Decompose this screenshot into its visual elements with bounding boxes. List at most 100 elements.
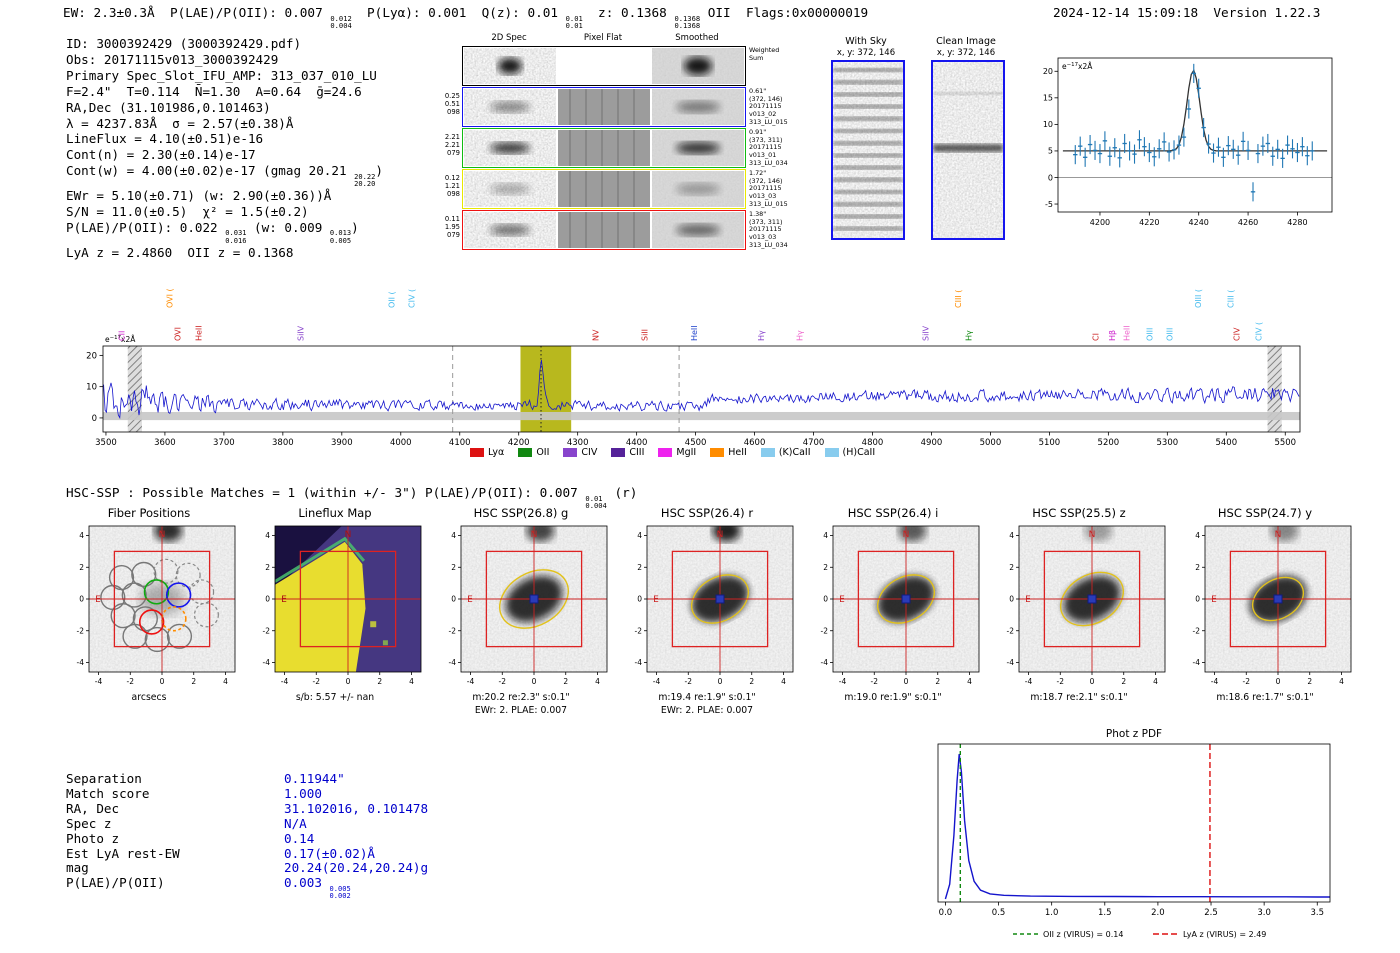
panel-title: Lineflux Map [298, 506, 372, 520]
text-label: 0.0 [939, 908, 953, 918]
fiber-info-line: 0.61" [749, 87, 767, 95]
fiber-info-line: v013_03 [749, 233, 777, 242]
aperture-ellipse [877, 574, 935, 624]
stacked-uncertainty: 0.1368 0.1368 [674, 13, 701, 30]
text-segment: LyA z = 2.4860 OII z = 0.1368 [66, 244, 294, 260]
error-box [1043, 550, 1141, 648]
fiber-info-line: 313_LU_015 [749, 117, 788, 126]
fiber-circle [166, 623, 193, 649]
uncertainty-lo: 0.002 [329, 891, 351, 901]
fiber-info-line: 1.72" [749, 169, 767, 177]
uncertainty-hi: 0.031 [225, 228, 247, 238]
emission-line-label: CI [1091, 333, 1100, 341]
fiber-info-line: Weighted [749, 46, 780, 54]
text-label: 0 [1276, 677, 1281, 686]
cutout-row: 0.12 1.21 098 1.72" (372, 146) 20171115 v013_0… [440, 169, 788, 209]
text-label: 4700 [803, 438, 825, 448]
match-field-value: 31.102016, 0.101478 [284, 801, 428, 816]
text-label: -4 [635, 658, 643, 667]
match-field-value: 0.11944" [284, 771, 345, 786]
text-label: 15 [1043, 94, 1053, 103]
rect-shape [833, 92, 903, 97]
cutout-image-group [462, 87, 746, 127]
panel-plot-hsc-ssp-26-4-i: N E -4 -4 -2 -2 0 0 2 2 4 4 [821, 525, 980, 686]
text-segment: LineFlux = 4.10(±0.51)e-16 [66, 131, 264, 147]
catalog-position-marker [1087, 594, 1097, 604]
text-label: 0 [532, 677, 537, 686]
fiber-circle-dashed [153, 558, 179, 584]
emission-line-label: Hγ [965, 330, 974, 341]
uncertainty-hi: 0.1368 [674, 13, 701, 23]
cutout-pixelflat-image [558, 48, 650, 84]
panel-plot-hsc-ssp-26-8-g: N E -4 -4 -2 -2 0 0 2 2 4 4 [449, 525, 608, 686]
text-segment: S/N = 11.0(±0.5) χ² = 1.5(±0.2) [66, 203, 309, 219]
legend-swatch [470, 448, 484, 457]
text-label: 4400 [626, 438, 648, 448]
emission-line-label: OVI [173, 327, 182, 341]
text-label: 3.5 [1310, 908, 1324, 918]
info-line: P(LAE)/P(OII): 0.022 0.031 0.016 (w: 0.00… [66, 220, 383, 245]
text-label: 4 [79, 531, 84, 540]
text-label: -4 [1025, 677, 1033, 686]
full-spectrum-plot: 3500 3600 3700 3800 3900 4000 4100 4200 4300 4400… [86, 288, 1301, 448]
text-label: 2 [1009, 563, 1014, 572]
text-segment: EW: 2.3±0.3Å P(LAE)/P(OII): 0.007 [63, 5, 331, 20]
east-label: E [839, 595, 845, 605]
match-row: mag 20.24(20.24,20.24)g [66, 860, 428, 876]
ellipse-shape [490, 142, 530, 154]
emission-line-label: HeII [690, 325, 699, 341]
cutout-fiber-weights: 0.25 0.51 098 [440, 87, 462, 116]
east-label: E [1211, 595, 1217, 605]
emission-line-label: OII ( [387, 291, 396, 308]
header-summary: EW: 2.3±0.3Å P(LAE)/P(OII): 0.007 0.012 0… [63, 5, 868, 30]
text-segment: 1.000 [284, 785, 322, 801]
text-label: 4 [1009, 531, 1014, 540]
fiber-circle [121, 582, 147, 608]
uncertainty-lo: 0.005 [329, 235, 352, 245]
legend-label: CIII [629, 447, 645, 458]
fiber-weight-value: 0.11 [444, 215, 460, 223]
match-row: Separation 0.11944" [66, 771, 428, 787]
match-row: Est LyA rest-EW 0.17(±0.02)Å [66, 845, 428, 862]
text-segment: z: 0.1368 [582, 5, 675, 20]
text-segment: 0.17(±0.02)Å [284, 845, 375, 861]
legend-item: HeII [710, 447, 747, 458]
cutout-fiber-info: 1.72" (372, 146) 20171115 v013_03 313_LU_015 [746, 169, 788, 208]
uncertainty-hi: 0.012 [330, 13, 352, 23]
g-shape [89, 526, 235, 672]
legend-swatch [563, 448, 578, 457]
flux-units-label: e−17x2Å [105, 335, 136, 344]
info-line: Cont(w) = 4.00(±0.02)e-17 (gmag 20.21 20… [66, 163, 383, 188]
cutout-2dspec-image [464, 212, 556, 248]
panel-sublabel: arcsecs [131, 692, 167, 703]
text-label: -4 [467, 677, 475, 686]
text-label: 0 [823, 595, 828, 604]
panel-sublabel: m:18.6 re:1.7" s:0.1" [1216, 692, 1314, 703]
ellipse-shape [490, 183, 530, 195]
fiber-weight-value: 1.21 [444, 182, 460, 191]
match-row: P(LAE)/P(OII) 0.003 0.005 0.002 [66, 875, 428, 901]
text-label: 20 [1043, 67, 1053, 76]
text-label: -4 [839, 677, 847, 686]
fiber-circle-colored [165, 582, 192, 608]
panel-sublabel-2: EWr: 2. PLAE: 0.007 [660, 705, 754, 716]
photz-legend-label: LyA z (VIRUS) = 2.49 [1183, 930, 1266, 939]
panel-hsc-ssp-26-4-i: HSC SSP(26.4) i N E -4 -4 -2 -2 0 0 2 2 4 4 m:19.0 re… [802, 506, 984, 704]
fiber-circle [131, 561, 157, 588]
rect-shape [833, 214, 903, 219]
header-meta: 2024-12-14 15:09:18 Version 1.22.3 [1053, 5, 1320, 20]
polygon-shape [275, 541, 366, 672]
text-label: -2 [127, 677, 135, 686]
text-label: 4 [409, 677, 414, 686]
info-line: LineFlux = 4.10(±0.51)e-16 [66, 131, 383, 147]
fiber-info-line: 20171115 [749, 225, 782, 234]
text-segment: 0.11944" [284, 771, 345, 786]
text-label: 4 [967, 677, 972, 686]
emission-line-label: HeII [195, 325, 204, 341]
emission-line-label: CIII ( [954, 290, 963, 308]
cutout-row: 2.21 2.21 079 0.91" (373, 311) 20171115 v013_0… [440, 128, 788, 168]
text-label: -4 [653, 677, 661, 686]
text-segment: Cont(n) = 2.30(±0.14)e-17 [66, 147, 256, 163]
fiber-weight-value: 1.95 [444, 223, 460, 232]
text-label: 2 [935, 677, 940, 686]
